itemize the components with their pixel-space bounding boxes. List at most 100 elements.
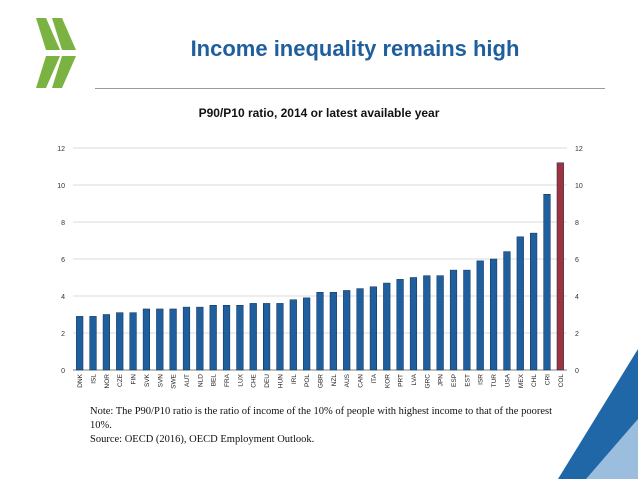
x-tick-label: CHL (531, 374, 538, 387)
x-tick-label: IRL (291, 374, 298, 385)
y-tick-label: 10 (57, 183, 65, 190)
x-tick-label: AUT (184, 374, 191, 387)
oecd-logo-icon (36, 18, 76, 88)
y-tick-label: 2 (61, 331, 65, 338)
bar-isr (476, 260, 484, 371)
chart-title: P90/P10 ratio, 2014 or latest available … (198, 106, 440, 120)
x-tick-label: CZE (117, 373, 124, 387)
logo-stripe (52, 56, 76, 88)
bar-deu (263, 303, 271, 371)
bar-ita (369, 286, 377, 371)
x-tick-label: CAN (358, 374, 365, 388)
bar-cri (543, 194, 551, 371)
x-tick-label: SVN (157, 374, 164, 388)
bar-lux (236, 305, 244, 371)
x-tick-label: EST (464, 374, 471, 387)
y-tick-label: 6 (61, 257, 65, 264)
x-tick-label: BEL (211, 374, 218, 387)
x-tick-label: GRC (424, 374, 431, 389)
x-tick-label: DNK (77, 373, 84, 387)
x-tick-label: USA (504, 373, 511, 387)
x-tick-label: HUN (277, 374, 284, 388)
x-tick-label: PRT (398, 374, 405, 387)
x-tick-label: NOR (104, 374, 111, 389)
bar-nor (102, 314, 110, 371)
x-tick-label: NLD (197, 374, 204, 387)
x-tick-label: POL (304, 374, 311, 387)
logo-stripe (36, 56, 60, 88)
x-tick-label: LVA (411, 373, 418, 385)
x-tick-label: FRA (224, 373, 231, 387)
corner-shape-light (586, 419, 638, 479)
bar-nzl (329, 292, 337, 371)
y-tick-label: 12 (57, 146, 65, 153)
x-tick-label: KOR (384, 374, 391, 388)
bar-irl (289, 299, 297, 371)
bar-kor (383, 282, 391, 371)
bar-chl (530, 232, 538, 371)
y2-tick-label: 8 (575, 220, 579, 227)
x-tick-label: JPN (438, 374, 445, 387)
title-divider (95, 88, 605, 89)
source-text: Source: OECD (2016), OECD Employment Out… (90, 434, 315, 445)
bar-cze (116, 312, 124, 371)
y2-tick-label: 4 (575, 294, 579, 301)
x-tick-label: ITA (371, 373, 378, 383)
bar-grc (423, 275, 431, 371)
bar-isl (89, 316, 97, 371)
y-tick-label: 8 (61, 220, 65, 227)
bar-svn (156, 308, 164, 371)
y2-tick-label: 12 (575, 146, 583, 153)
y2-tick-label: 2 (575, 331, 579, 338)
y2-tick-label: 6 (575, 257, 579, 264)
bar-gbr (316, 292, 324, 371)
bar-aus (343, 290, 351, 371)
bar-swe (169, 308, 177, 371)
y2-tick-label: 10 (575, 183, 583, 190)
bar-lva (409, 277, 418, 371)
x-tick-label: FIN (131, 374, 138, 385)
note-text: Note: The P90/P10 ratio is the ratio of … (90, 406, 553, 431)
bar-aut (182, 306, 191, 371)
bar-pol (303, 297, 311, 371)
bar-esp (449, 269, 458, 371)
x-tick-label: DEU (264, 374, 271, 388)
bar-svk (142, 308, 151, 371)
bar-usa (503, 251, 511, 371)
bar-nld (196, 306, 204, 371)
x-tick-label: ISR (478, 374, 485, 385)
x-tick-label: LUX (237, 373, 244, 386)
bar-bel (209, 305, 217, 371)
x-tick-label: SVK (144, 373, 151, 387)
logo-stripe (36, 18, 60, 50)
logo-stripe (52, 18, 76, 50)
x-tick-label: TUR (491, 374, 498, 388)
y2-tick-label: 0 (575, 368, 579, 375)
chart-note: Note: The P90/P10 ratio is the ratio of … (90, 405, 560, 447)
x-tick-label: GBR (318, 374, 325, 388)
x-tick-label: CHE (251, 373, 258, 387)
x-tick-label: SWE (171, 373, 178, 388)
slide-title: Income inequality remains high (190, 36, 520, 61)
x-tick-label: NZL (331, 374, 338, 387)
bar-hun (276, 303, 284, 371)
bar-jpn (436, 275, 444, 371)
bar-col (556, 162, 564, 371)
bar-fra (222, 305, 231, 371)
bar-fin (129, 312, 137, 371)
bar-can (356, 288, 364, 371)
y-tick-label: 4 (61, 294, 65, 301)
x-tick-label: ESP (451, 374, 458, 387)
bar-est (463, 269, 471, 371)
bar-chart: 0 0 2 2 4 4 6 6 8 8 10 10 12 12 DNK ISL NOR CZE FIN SVK SVN S… (57, 146, 583, 389)
bar-tur (489, 258, 498, 371)
x-tick-label: ISL (91, 374, 98, 384)
bar-mex (516, 236, 524, 371)
x-tick-label: CRI (544, 374, 551, 385)
bar-prt (396, 279, 404, 371)
x-tick-label: AUS (344, 373, 351, 387)
x-tick-label: MEX (518, 373, 525, 388)
y-tick-label: 0 (61, 368, 65, 375)
x-tick-label: COL (558, 374, 565, 388)
corner-decoration (558, 349, 638, 479)
